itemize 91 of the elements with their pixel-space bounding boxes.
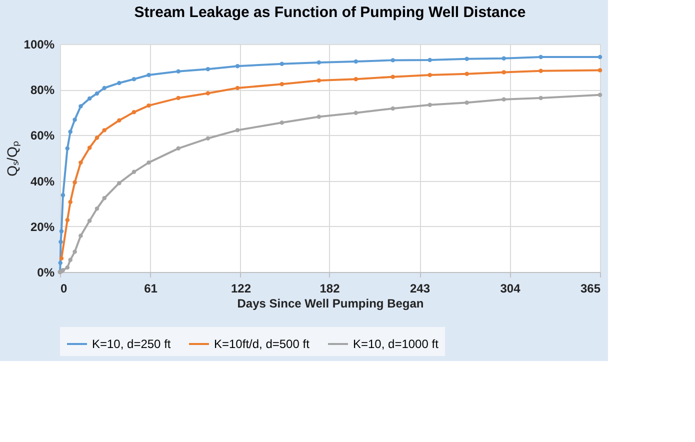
- point: [68, 130, 72, 134]
- point: [316, 60, 322, 65]
- point: [390, 58, 395, 62]
- point: [60, 193, 66, 198]
- point: [65, 146, 70, 151]
- x-axis-title: Days Since Well Pumping Began: [237, 296, 424, 310]
- legend-label: K=10ft/d, d=500 ft: [214, 337, 310, 351]
- y-axis-title: Qₛ/Qₚ: [4, 140, 21, 176]
- point: [428, 72, 432, 78]
- chart-title: Stream Leakage as Function of Pumping Well Distance: [134, 4, 526, 21]
- y-tick-label: 60%: [30, 128, 55, 143]
- point: [102, 196, 107, 200]
- x-tick-label: 122: [230, 282, 252, 296]
- point: [538, 68, 543, 74]
- point: [102, 128, 107, 132]
- point: [132, 110, 136, 114]
- point: [235, 128, 240, 132]
- legend-label: K=10, d=1000 ft: [353, 337, 440, 351]
- point: [354, 76, 358, 82]
- point: [538, 54, 543, 60]
- point: [78, 234, 83, 238]
- point: [68, 258, 72, 262]
- point: [280, 120, 284, 125]
- point: [390, 74, 395, 79]
- point: [132, 170, 136, 174]
- point: [235, 64, 240, 68]
- y-tick-label: 100%: [24, 38, 55, 52]
- point: [58, 260, 62, 265]
- y-tick-label: 80%: [30, 83, 55, 98]
- point: [502, 97, 506, 102]
- point: [502, 56, 506, 60]
- point: [94, 206, 100, 211]
- point: [354, 110, 358, 115]
- point: [146, 160, 151, 165]
- point: [176, 69, 180, 74]
- point: [206, 91, 210, 96]
- point: [65, 218, 70, 222]
- point: [132, 76, 136, 82]
- point: [72, 118, 77, 122]
- point: [59, 256, 64, 260]
- point: [502, 70, 506, 74]
- point: [464, 72, 469, 76]
- point: [117, 80, 122, 86]
- legend-label: K=10, d=250 ft: [92, 337, 172, 351]
- point: [87, 96, 92, 101]
- point: [58, 240, 63, 244]
- point: [206, 66, 210, 72]
- x-tick-label: 0: [60, 282, 68, 296]
- point: [390, 106, 395, 111]
- point: [598, 92, 602, 97]
- point: [78, 160, 83, 165]
- x-tick-label: 365: [580, 282, 601, 296]
- point: [59, 229, 64, 234]
- y-tick-label: 40%: [30, 174, 55, 188]
- x-tick-label: 304: [500, 282, 521, 296]
- point: [117, 118, 122, 122]
- point: [65, 265, 70, 270]
- point: [146, 72, 151, 78]
- point: [176, 146, 180, 151]
- point: [87, 146, 92, 150]
- point: [72, 180, 77, 185]
- y-tick-label: 20%: [30, 220, 55, 234]
- point: [102, 86, 107, 90]
- point: [206, 136, 210, 141]
- point: [176, 96, 180, 100]
- point: [280, 82, 284, 86]
- point: [428, 102, 432, 107]
- point: [280, 62, 284, 66]
- point: [598, 54, 602, 60]
- y-tick-label: 0%: [37, 266, 55, 280]
- point: [60, 268, 66, 272]
- point: [235, 86, 240, 90]
- x-tick-label: 182: [320, 282, 340, 296]
- point: [72, 250, 77, 254]
- point: [316, 78, 322, 83]
- point: [94, 136, 100, 140]
- point: [117, 180, 122, 186]
- point: [354, 59, 358, 64]
- point: [78, 104, 83, 108]
- point: [68, 200, 72, 204]
- point: [538, 96, 543, 100]
- point: [428, 58, 432, 62]
- point: [94, 91, 100, 96]
- x-tick-label: 243: [410, 282, 430, 296]
- point: [87, 218, 92, 223]
- x-tick-label: 61: [144, 282, 158, 296]
- point: [146, 103, 151, 108]
- point: [464, 56, 469, 61]
- point: [464, 100, 469, 105]
- point: [316, 114, 322, 119]
- point: [598, 68, 602, 72]
